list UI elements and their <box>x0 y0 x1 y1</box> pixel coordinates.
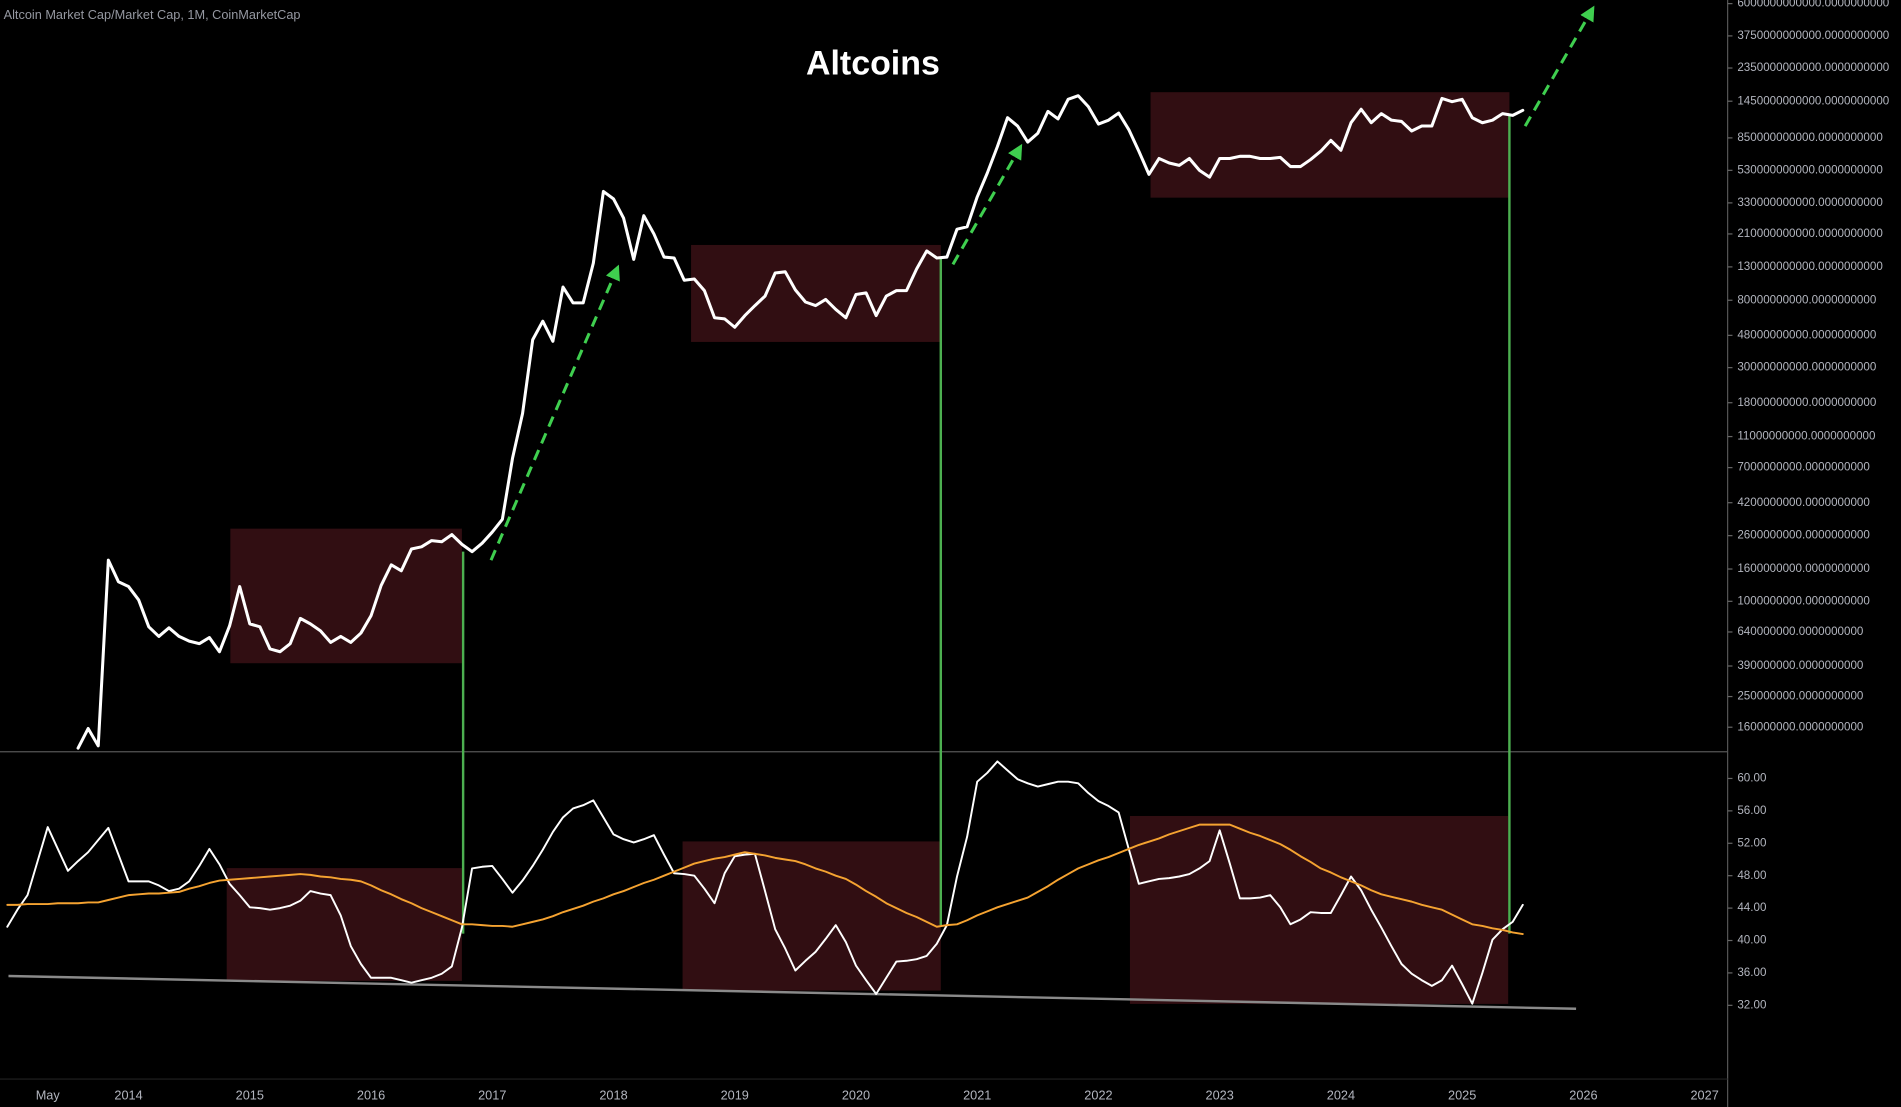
x-tick-label: 2014 <box>114 1087 142 1102</box>
projection-arrows <box>489 5 1595 561</box>
y-tick-label: 3750000000000.0000000000 <box>1737 29 1889 42</box>
chart-title: Altcoins <box>806 44 940 82</box>
y-tick-label: 56.00 <box>1737 804 1767 817</box>
y-tick-label: 1450000000000.0000000000 <box>1737 94 1889 107</box>
y-tick-label: 36.00 <box>1737 966 1767 979</box>
x-tick-label: 2016 <box>357 1087 385 1102</box>
y-tick-label: 40.00 <box>1737 934 1767 947</box>
zone <box>691 244 941 342</box>
y-tick-label: 32.00 <box>1737 998 1767 1011</box>
zone <box>230 528 462 664</box>
y-tick-label: 1600000000.0000000000 <box>1737 562 1870 575</box>
zone <box>682 841 941 991</box>
y-tick-label: 11000000000.0000000000 <box>1737 430 1876 443</box>
x-tick-label: 2026 <box>1569 1087 1597 1102</box>
x-tick-label: 2022 <box>1084 1087 1112 1102</box>
y-tick-label: 52.00 <box>1737 836 1767 849</box>
x-tick-label: May <box>36 1087 61 1102</box>
y-tick-label: 48000000000.0000000000 <box>1737 328 1877 341</box>
zones <box>226 92 1510 1004</box>
y-tick-label: 160000000.0000000000 <box>1737 720 1864 733</box>
arrow <box>951 143 1023 266</box>
x-tick-label: 2027 <box>1690 1087 1718 1102</box>
y-tick-label: 390000000.0000000000 <box>1737 659 1864 672</box>
y-tick-label: 48.00 <box>1737 869 1767 882</box>
zone <box>1150 92 1510 198</box>
chart-subtitle: Altcoin Market Cap/Market Cap, 1M, CoinM… <box>4 7 301 22</box>
x-tick-label: 2019 <box>721 1087 749 1102</box>
x-tick-label: 2015 <box>236 1087 264 1102</box>
y-tick-label: 130000000000.0000000000 <box>1737 260 1883 273</box>
y-tick-label: 210000000000.0000000000 <box>1737 227 1883 240</box>
y-tick-label: 18000000000.0000000000 <box>1737 396 1877 409</box>
y-tick-label: 330000000000.0000000000 <box>1737 196 1883 209</box>
signal-lines <box>461 115 1511 934</box>
x-tick-label: 2017 <box>478 1087 506 1102</box>
y-tick-label: 640000000.0000000000 <box>1737 625 1864 638</box>
x-tick-label: 2025 <box>1448 1087 1476 1102</box>
y-tick-label: 2350000000000.0000000000 <box>1737 61 1889 74</box>
y-tick-label: 6000000000000.0000000000 <box>1737 0 1889 10</box>
y-tick-label: 2600000000.0000000000 <box>1737 529 1870 542</box>
y-tick-label: 1000000000.0000000000 <box>1737 594 1870 607</box>
x-tick-label: 2023 <box>1206 1087 1234 1102</box>
y-tick-label: 80000000000.0000000000 <box>1737 293 1877 306</box>
arrow <box>489 264 620 561</box>
zone <box>1129 815 1509 1004</box>
line-series <box>6 823 1524 935</box>
y-tick-label: 44.00 <box>1737 901 1767 914</box>
x-tick-label: 2018 <box>599 1087 627 1102</box>
y-tick-label: 250000000.0000000000 <box>1737 690 1864 703</box>
arrow <box>1523 5 1595 127</box>
y-tick-label: 7000000000.0000000000 <box>1737 461 1870 474</box>
x-tick-label: 2024 <box>1327 1087 1355 1102</box>
y-tick-label: 530000000000.0000000000 <box>1737 163 1883 176</box>
x-tick-label: 2021 <box>963 1087 991 1102</box>
line-series <box>6 760 1524 1005</box>
line-series <box>76 94 1525 750</box>
x-tick-label: 2020 <box>842 1087 870 1102</box>
y-tick-label: 60.00 <box>1737 772 1767 785</box>
y-tick-label: 850000000000.0000000000 <box>1737 131 1883 144</box>
trend-line <box>8 974 1577 1010</box>
y-tick-label: 4200000000.0000000000 <box>1737 496 1870 509</box>
y-tick-label: 30000000000.0000000000 <box>1737 361 1877 374</box>
